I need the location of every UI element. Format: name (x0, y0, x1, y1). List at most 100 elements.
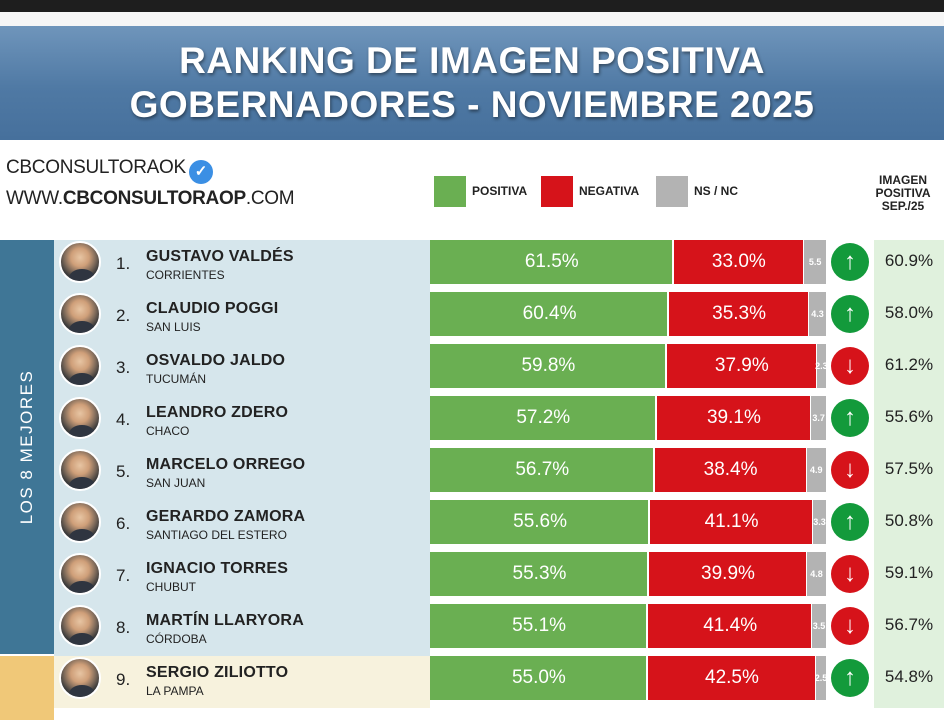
trend-up-arrow-icon: ↑ (831, 243, 869, 281)
bar-nsnc (816, 344, 826, 388)
rank-number: 3. (116, 358, 131, 377)
page-title-line2: GOBERNADORES - NOVIEMBRE 2025 (129, 84, 815, 125)
bar-positiva (430, 448, 653, 492)
data-label-positiva: 61.5% (524, 251, 579, 272)
avatar (59, 501, 101, 543)
governor-name: GERARDO ZAMORA (146, 508, 306, 525)
row-background (54, 396, 430, 448)
province-name: CORRIENTES (146, 268, 225, 282)
previous-positive-value: 60.9% (884, 251, 934, 270)
province-name: CHACO (146, 424, 190, 438)
bar-negativa (673, 240, 804, 284)
bar-negativa (647, 656, 816, 700)
data-label-nsnc: 2.5 (814, 673, 828, 683)
previous-cell-background (874, 656, 944, 708)
previous-header-line3: SEP./25 (881, 199, 925, 213)
bar-positiva (430, 552, 647, 596)
legend-swatch-nsnc (656, 176, 688, 207)
governor-name: LEANDRO ZDERO (146, 404, 289, 421)
window-top-bar (0, 0, 944, 12)
data-label-negativa: 35.3% (712, 303, 766, 324)
province-name: CHUBUT (146, 580, 196, 594)
trend-down-arrow-icon: ↓ (831, 451, 869, 489)
data-label-positiva: 60.4% (522, 303, 577, 324)
website-suffix: .COM (245, 188, 295, 209)
previous-cell-background (874, 292, 944, 344)
rank-number: 8. (116, 618, 131, 637)
previous-cell-background (874, 396, 944, 448)
legend-swatch-positiva (434, 176, 466, 207)
trend-up-arrow-icon: ↑ (831, 659, 869, 697)
governor-name: SERGIO ZILIOTTO (146, 664, 289, 681)
group-label: LOS 8 MEJORES (17, 369, 36, 525)
data-label-positiva: 55.3% (512, 563, 567, 584)
window-top-strip (0, 12, 944, 26)
governor-name: CLAUDIO POGGI (146, 300, 279, 317)
previous-header-line1: IMAGEN (879, 173, 927, 187)
previous-positive-value: 57.5% (884, 459, 934, 478)
avatar (59, 553, 101, 595)
avatar (59, 605, 101, 647)
governor-name: MARTÍN LLARYORA (146, 612, 304, 629)
bar-negativa (656, 396, 811, 440)
previous-cell-background (874, 552, 944, 604)
governor-name: IGNACIO TORRES (146, 560, 289, 577)
governor-name: GUSTAVO VALDÉS (146, 248, 294, 265)
previous-positive-value: 54.8% (884, 667, 934, 686)
previous-positive-value: 59.1% (884, 563, 934, 582)
previous-positive-value: 55.6% (884, 407, 934, 426)
bar-nsnc (812, 500, 826, 544)
previous-cell-background (874, 344, 944, 396)
province-name: TUCUMÁN (146, 372, 206, 386)
brand-name: CBCONSULTORAOK (6, 157, 186, 178)
trend-up-arrow-icon: ↑ (831, 503, 869, 541)
province-name: SAN JUAN (146, 476, 206, 490)
bar-nsnc (808, 292, 826, 336)
bar-negativa (648, 552, 806, 596)
bar-positiva (430, 656, 646, 700)
row-background (54, 240, 430, 292)
legend-label-positiva: POSITIVA (472, 184, 528, 198)
data-label-negativa: 39.1% (706, 407, 761, 428)
row-background (54, 292, 430, 344)
avatar (59, 241, 101, 283)
avatar (59, 657, 101, 699)
data-label-negativa: 37.9% (714, 355, 769, 376)
row-background (54, 344, 430, 396)
previous-cell-background (874, 604, 944, 656)
data-label-positiva: 59.8% (521, 355, 576, 376)
data-label-nsnc: 3.5 (812, 621, 826, 631)
bar-nsnc (812, 604, 826, 648)
province-name: SANTIAGO DEL ESTERO (146, 528, 287, 542)
trend-up-arrow-icon: ↑ (831, 295, 869, 333)
row-background (54, 552, 430, 604)
data-label-negativa: 41.4% (703, 615, 758, 636)
previous-positive-value: 58.0% (884, 303, 934, 322)
previous-cell-background (874, 500, 944, 552)
bar-negativa (648, 604, 812, 648)
data-label-nsnc: 2.3 (815, 361, 828, 371)
bar-positiva (430, 240, 672, 284)
avatar (59, 397, 101, 439)
previous-positive-value: 50.8% (884, 511, 934, 530)
page-title-line1: RANKING DE IMAGEN POSITIVA (179, 40, 765, 81)
data-label-nsnc: 4.9 (810, 465, 823, 475)
row-background (54, 604, 430, 656)
data-label-negativa: 42.5% (705, 667, 759, 688)
province-name: LA PAMPA (146, 684, 204, 698)
legend-label-nsnc: NS / NC (694, 184, 739, 198)
data-label-nsnc: 5.5 (808, 257, 822, 267)
website-prefix: WWW. (6, 188, 63, 209)
province-name: SAN LUIS (146, 320, 201, 334)
website-bold: CBCONSULTORAOP (62, 188, 246, 209)
rank-number: 5. (116, 462, 131, 481)
group-sidebar (0, 240, 54, 654)
brand-website: WWW.CBCONSULTORAOP.COM (6, 188, 295, 210)
data-label-positiva: 55.0% (511, 667, 566, 688)
bar-nsnc (804, 240, 826, 284)
previous-positive-value: 61.2% (884, 355, 934, 374)
bar-negativa (654, 448, 806, 492)
bar-nsnc (806, 552, 826, 596)
trend-up-arrow-icon: ↑ (831, 399, 869, 437)
trend-down-arrow-icon: ↓ (831, 347, 869, 385)
